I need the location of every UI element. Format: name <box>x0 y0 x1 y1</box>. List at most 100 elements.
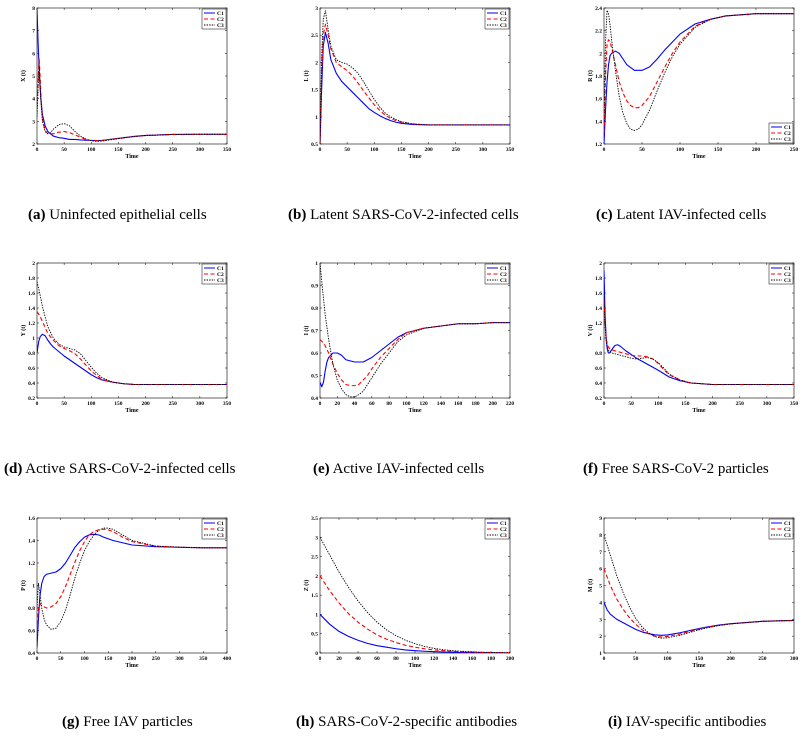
y-tick-label: 0.4 <box>28 381 35 387</box>
caption-e-text: Active IAV-infected cells <box>332 461 485 477</box>
x-tick-label: 100 <box>402 401 411 407</box>
y-tick-label: 1.5 <box>311 593 318 599</box>
legend-label-c1: C1 <box>784 266 791 272</box>
series-line-c3 <box>37 281 227 385</box>
panel-i: 0 50 100 150 200 250 300 1 2 3 4 5 6 7 8 9 Time M (t) C1 C2… <box>566 510 812 740</box>
y-tick-label: 7 <box>32 29 35 35</box>
chart-g: 0 50 100 150 200 250 300 350 400 0.4 0.6 0.8 1 1.2 1.4… <box>20 516 231 669</box>
x-tick-label: 250 <box>152 656 161 662</box>
chart-d: 0 50 100 150 200 250 300 350 0.2 0.4 0.6 0.8 1 1.2 1.4… <box>20 261 231 414</box>
x-tick-label: 60 <box>369 401 375 407</box>
chart-b: 0 50 100 150 200 250 300 350 0.5 1 1.5 2 2.5 3 Time L (… <box>303 6 514 160</box>
y-tick-label: 0.7 <box>311 329 318 335</box>
x-tick-label: 180 <box>471 401 480 407</box>
y-tick-label: 1.8 <box>28 276 35 282</box>
y-tick-label: 1.4 <box>595 119 602 125</box>
caption-b: (b) Latent SARS-CoV-2-infected cells <box>288 203 538 228</box>
y-tick-label: 4 <box>32 97 35 103</box>
legend-label-c3: C3 <box>500 23 507 29</box>
legend-label-c3: C3 <box>217 23 224 29</box>
x-tick-label: 0 <box>603 656 606 662</box>
series-line-c3 <box>604 534 794 639</box>
x-axis-label: Time <box>408 154 422 160</box>
x-axis-label: Time <box>125 408 139 414</box>
x-axis-label: Time <box>692 408 706 414</box>
legend-label-c3: C3 <box>784 533 791 539</box>
y-tick-label: 1 <box>315 115 318 121</box>
y-tick-label: 6 <box>32 51 35 57</box>
y-tick-label: 1 <box>315 261 318 267</box>
y-tick-label: 1.2 <box>595 142 602 148</box>
legend-label-c1: C1 <box>500 521 507 527</box>
y-tick-label: 0.4 <box>311 396 318 402</box>
x-tick-label: 0 <box>319 401 322 407</box>
series-line-c1 <box>37 533 227 648</box>
caption-g-letter: (g) <box>62 714 80 730</box>
caption-a: (a) Uninfected epithelial cells <box>28 203 278 228</box>
y-tick-label: 0.6 <box>595 366 602 372</box>
y-tick-label: 0.6 <box>311 351 318 357</box>
x-tick-label: 140 <box>437 401 446 407</box>
chart-i: 0 50 100 150 200 250 300 1 2 3 4 5 6 7 8 9 Time M (t) C1C2… <box>587 516 798 669</box>
x-tick-label: 100 <box>411 656 420 662</box>
series-line-c2 <box>37 528 227 631</box>
x-tick-label: 160 <box>454 401 463 407</box>
series-line-c1 <box>320 614 510 653</box>
y-tick-label: 1.2 <box>28 321 35 327</box>
y-axis-label: V (t) <box>587 325 594 337</box>
x-tick-label: 150 <box>114 401 123 407</box>
y-tick-label: 1.2 <box>595 321 602 327</box>
x-tick-label: 200 <box>752 147 761 153</box>
x-tick-label: 150 <box>114 147 123 153</box>
y-tick-label: 5 <box>599 584 602 590</box>
series-line-c3 <box>320 263 510 398</box>
y-tick-label: 0.5 <box>311 632 318 638</box>
legend-label-c3: C3 <box>784 278 791 284</box>
x-tick-label: 0 <box>603 147 606 153</box>
y-tick-label: 2.2 <box>595 29 602 35</box>
series-line-c2 <box>604 300 794 386</box>
caption-i-text: IAV-specific antibodies <box>625 714 767 730</box>
legend-label-c1: C1 <box>217 266 224 272</box>
y-tick-label: 0 <box>315 651 318 657</box>
x-tick-label: 300 <box>175 656 184 662</box>
y-tick-label: 0.2 <box>28 396 35 402</box>
caption-g: (g) Free IAV particles <box>62 710 312 735</box>
x-tick-label: 100 <box>87 147 96 153</box>
caption-e-letter: (e) <box>313 461 330 477</box>
plot-frame <box>603 262 795 399</box>
legend-label-c2: C2 <box>217 17 224 23</box>
y-tick-label: 0.8 <box>595 351 602 357</box>
caption-b-letter: (b) <box>288 207 307 223</box>
x-tick-label: 80 <box>393 656 399 662</box>
x-axis-label: Time <box>408 663 422 669</box>
x-tick-label: 50 <box>633 656 639 662</box>
y-tick-label: 2.5 <box>311 555 318 561</box>
x-tick-label: 250 <box>452 147 461 153</box>
y-tick-label: 9 <box>599 516 602 522</box>
series-line-c2 <box>604 13 794 133</box>
caption-c-text: Latent IAV-infected cells <box>616 207 767 223</box>
x-tick-label: 150 <box>681 401 690 407</box>
legend-label-c2: C2 <box>500 527 507 533</box>
y-tick-label: 0.5 <box>311 142 318 148</box>
series-line-c2 <box>604 568 794 638</box>
y-tick-label: 2.4 <box>595 6 602 12</box>
legend-label-c3: C3 <box>217 533 224 539</box>
y-tick-label: 0.6 <box>28 629 35 635</box>
x-tick-label: 20 <box>336 656 342 662</box>
x-tick-label: 120 <box>420 401 429 407</box>
y-tick-label: 3 <box>599 617 602 623</box>
x-tick-label: 350 <box>199 656 208 662</box>
y-tick-label: 0.4 <box>595 381 602 387</box>
x-tick-label: 150 <box>714 147 723 153</box>
y-axis-label: P (t) <box>20 580 27 591</box>
y-tick-label: 6 <box>599 567 602 573</box>
y-tick-label: 1.4 <box>595 306 602 312</box>
plot-frame <box>319 7 511 145</box>
x-axis-label: Time <box>125 154 139 160</box>
x-tick-label: 350 <box>790 401 799 407</box>
caption-h: (h) SARS-CoV-2-specific antibodies <box>296 710 556 735</box>
x-tick-label: 120 <box>430 656 439 662</box>
